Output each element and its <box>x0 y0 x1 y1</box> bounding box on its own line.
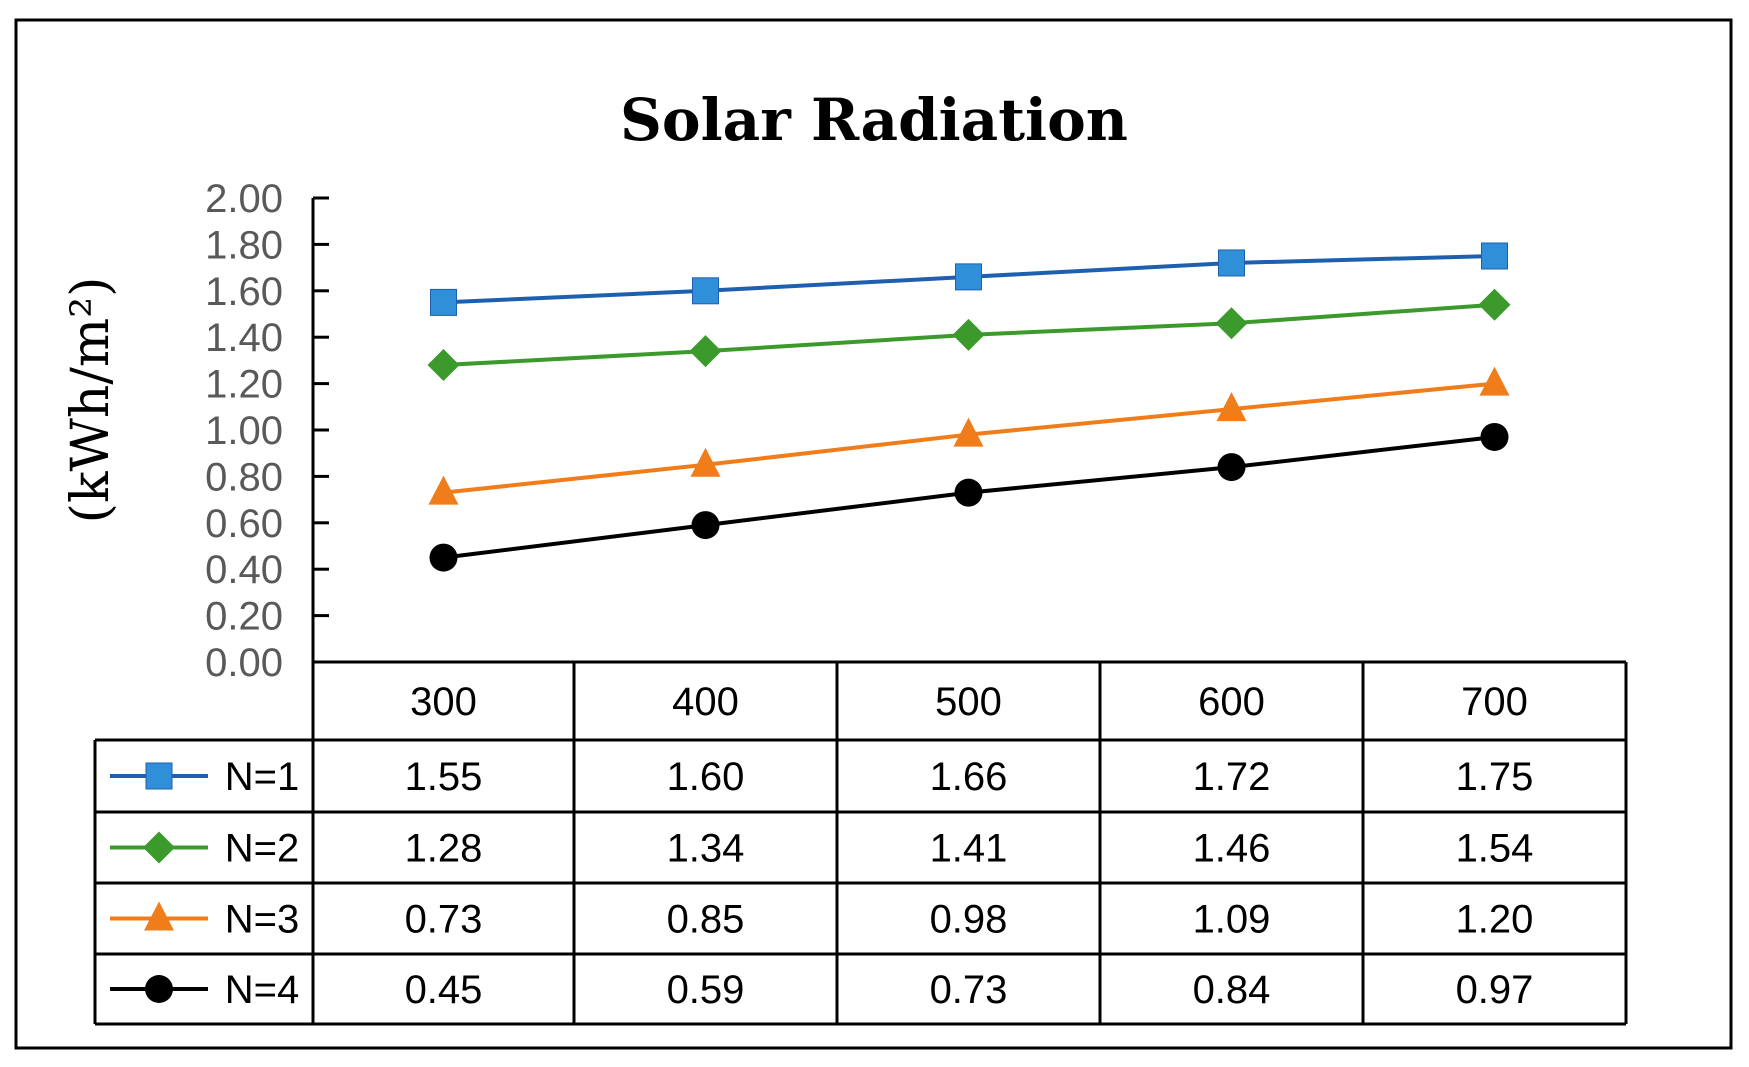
x-category-label: 700 <box>1461 680 1528 724</box>
table-cell: 0.59 <box>667 968 745 1012</box>
y-tick-label: 0.00 <box>205 641 283 685</box>
data-table: 300 400 500 600 700 N=1 1.55 1.60 1.66 1.72 1.75 N=… <box>93 660 1628 1026</box>
data-point-n4 <box>429 543 458 572</box>
plot-area <box>427 242 1511 572</box>
x-category-label: 600 <box>1198 680 1265 724</box>
y-tick-label: 1.20 <box>205 363 283 407</box>
table-cell: 1.75 <box>1456 755 1534 799</box>
legend-label-n2: N=2 <box>225 827 300 871</box>
data-point-n3 <box>953 417 984 447</box>
table-cell: 1.09 <box>1193 898 1271 942</box>
legend-label-n1: N=1 <box>225 755 300 799</box>
table-cell: 0.85 <box>667 898 745 942</box>
y-tick-label: 0.40 <box>205 548 283 592</box>
table-cell: 0.73 <box>930 968 1008 1012</box>
data-point-n4 <box>1480 422 1509 451</box>
table-cell: 1.55 <box>405 755 483 799</box>
data-point-n2 <box>952 318 985 351</box>
data-point-n4 <box>691 511 720 540</box>
data-point-n2 <box>427 349 460 382</box>
y-tick-label: 0.20 <box>205 595 283 639</box>
table-cell: 1.54 <box>1456 827 1534 871</box>
data-point-n2 <box>1215 307 1248 340</box>
table-cell: 1.34 <box>667 827 745 871</box>
table-cell: 0.45 <box>405 968 483 1012</box>
legend-label-n4: N=4 <box>225 968 300 1012</box>
y-axis-label: (kWh/m²) <box>61 277 121 524</box>
data-point-n2 <box>1478 288 1511 321</box>
legend-marker-n1 <box>145 762 173 790</box>
chart-frame <box>14 18 1733 1050</box>
legend-marker-n3 <box>144 901 174 931</box>
table-cell: 1.46 <box>1193 827 1271 871</box>
table-cell: 1.41 <box>930 827 1008 871</box>
data-point-n3 <box>1216 392 1247 422</box>
table-cell: 1.72 <box>1193 755 1271 799</box>
table-cell: 1.60 <box>667 755 745 799</box>
table-cell: 1.66 <box>930 755 1008 799</box>
table-cell: 0.97 <box>1456 968 1534 1012</box>
y-tick-label: 2.00 <box>205 177 283 221</box>
table-cell: 0.98 <box>930 898 1008 942</box>
data-point-n3 <box>690 447 721 477</box>
data-point-n1 <box>692 277 719 305</box>
x-category-label: 500 <box>935 680 1002 724</box>
data-point-n4 <box>1217 453 1246 482</box>
chart-title: Solar Radiation <box>620 86 1128 154</box>
x-category-label: 300 <box>410 680 477 724</box>
y-tick-label: 0.60 <box>205 502 283 546</box>
legend-label-n3: N=3 <box>225 898 300 942</box>
y-tick-label: 1.80 <box>205 223 283 267</box>
y-tick-label: 0.80 <box>205 455 283 499</box>
data-point-n3 <box>1479 366 1510 396</box>
table-cell: 0.84 <box>1193 968 1271 1012</box>
data-point-n1 <box>955 263 982 291</box>
table-cell: 1.28 <box>405 827 483 871</box>
table-cell: 0.73 <box>405 898 483 942</box>
data-point-n2 <box>689 335 722 368</box>
x-category-label: 400 <box>672 680 739 724</box>
data-point-n4 <box>954 478 983 507</box>
data-point-n1 <box>1218 249 1245 277</box>
legend-marker-n2 <box>143 831 175 864</box>
table-cell: 1.20 <box>1456 898 1534 942</box>
legend-marker-n4 <box>145 975 173 1003</box>
y-tick-label: 1.40 <box>205 316 283 360</box>
data-point-n3 <box>428 475 459 505</box>
data-point-n1 <box>430 288 457 316</box>
data-point-n1 <box>1481 242 1508 270</box>
y-tick-label: 1.00 <box>205 409 283 453</box>
y-axis: 0.000.200.400.600.801.001.201.401.601.80… <box>205 177 329 685</box>
y-tick-label: 1.60 <box>205 270 283 314</box>
